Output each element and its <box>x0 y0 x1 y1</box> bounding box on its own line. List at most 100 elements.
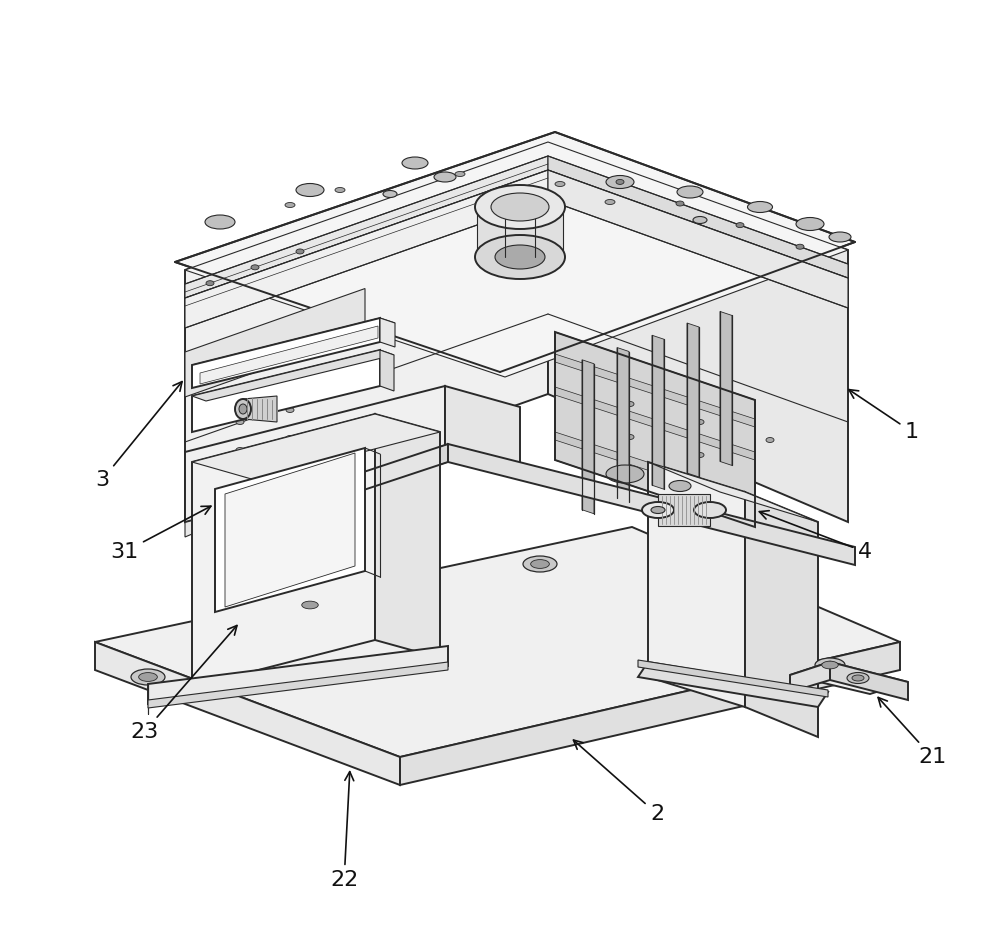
Ellipse shape <box>286 435 294 441</box>
Polygon shape <box>555 432 755 505</box>
Ellipse shape <box>642 502 674 518</box>
Ellipse shape <box>693 217 707 223</box>
Polygon shape <box>185 156 548 298</box>
Polygon shape <box>375 414 440 658</box>
Polygon shape <box>185 444 448 537</box>
Polygon shape <box>477 207 563 257</box>
Ellipse shape <box>694 502 726 518</box>
Polygon shape <box>380 318 395 347</box>
Ellipse shape <box>651 507 665 513</box>
Ellipse shape <box>796 244 804 250</box>
Ellipse shape <box>822 661 838 669</box>
Ellipse shape <box>677 186 703 198</box>
Polygon shape <box>582 360 594 513</box>
Polygon shape <box>192 414 375 687</box>
Polygon shape <box>200 326 378 384</box>
Polygon shape <box>652 335 664 489</box>
Ellipse shape <box>605 200 615 204</box>
Text: 21: 21 <box>878 697 946 767</box>
Polygon shape <box>638 660 828 697</box>
Ellipse shape <box>748 202 772 213</box>
Ellipse shape <box>555 182 565 187</box>
Polygon shape <box>192 350 380 432</box>
Polygon shape <box>555 354 755 427</box>
Ellipse shape <box>434 172 456 182</box>
Polygon shape <box>95 642 400 785</box>
Ellipse shape <box>796 218 824 231</box>
Polygon shape <box>192 350 394 401</box>
Polygon shape <box>148 646 448 704</box>
Ellipse shape <box>491 193 549 221</box>
Ellipse shape <box>736 222 744 228</box>
Ellipse shape <box>523 556 557 572</box>
Ellipse shape <box>531 560 549 568</box>
Polygon shape <box>252 444 448 527</box>
Ellipse shape <box>455 171 465 176</box>
Polygon shape <box>225 453 355 607</box>
Polygon shape <box>648 462 818 522</box>
Text: 3: 3 <box>95 382 182 490</box>
Polygon shape <box>790 662 908 694</box>
Ellipse shape <box>626 401 634 407</box>
Polygon shape <box>555 387 755 460</box>
Ellipse shape <box>206 281 214 285</box>
Ellipse shape <box>335 187 345 192</box>
Polygon shape <box>185 170 548 328</box>
Ellipse shape <box>286 378 294 382</box>
Ellipse shape <box>286 408 294 413</box>
Polygon shape <box>185 288 365 397</box>
Ellipse shape <box>139 673 157 681</box>
Polygon shape <box>192 318 380 388</box>
Ellipse shape <box>616 179 624 185</box>
Ellipse shape <box>235 399 251 419</box>
Polygon shape <box>448 444 855 565</box>
Ellipse shape <box>676 201 684 206</box>
Ellipse shape <box>815 658 845 672</box>
Ellipse shape <box>847 673 869 684</box>
Ellipse shape <box>302 601 318 609</box>
Polygon shape <box>185 142 848 377</box>
Ellipse shape <box>205 215 235 229</box>
Polygon shape <box>548 170 848 308</box>
Polygon shape <box>192 318 395 370</box>
Ellipse shape <box>346 375 354 380</box>
Text: 22: 22 <box>330 771 358 890</box>
Polygon shape <box>243 396 277 422</box>
Ellipse shape <box>131 669 165 685</box>
Ellipse shape <box>606 175 634 188</box>
Polygon shape <box>830 662 908 700</box>
Polygon shape <box>175 132 855 372</box>
Text: 31: 31 <box>110 506 211 562</box>
Ellipse shape <box>236 389 244 395</box>
Polygon shape <box>400 642 900 785</box>
Polygon shape <box>148 662 448 708</box>
Polygon shape <box>185 142 548 522</box>
Polygon shape <box>790 662 830 692</box>
Polygon shape <box>745 492 818 737</box>
Ellipse shape <box>852 675 864 681</box>
Ellipse shape <box>236 419 244 425</box>
Ellipse shape <box>829 232 851 242</box>
Polygon shape <box>380 350 394 391</box>
Ellipse shape <box>295 598 325 612</box>
Polygon shape <box>215 448 365 612</box>
Polygon shape <box>617 348 629 501</box>
Polygon shape <box>548 156 848 278</box>
Polygon shape <box>638 662 828 707</box>
Ellipse shape <box>696 419 704 425</box>
Ellipse shape <box>696 452 704 458</box>
Polygon shape <box>445 386 520 477</box>
Ellipse shape <box>766 437 774 443</box>
Polygon shape <box>555 332 755 527</box>
Ellipse shape <box>606 465 644 483</box>
Ellipse shape <box>475 185 565 229</box>
Polygon shape <box>687 323 699 477</box>
Text: 1: 1 <box>849 390 919 442</box>
Ellipse shape <box>669 480 691 492</box>
Ellipse shape <box>402 157 428 169</box>
Polygon shape <box>185 386 445 522</box>
Polygon shape <box>658 494 710 526</box>
Text: 23: 23 <box>130 625 237 742</box>
Ellipse shape <box>251 265 259 269</box>
Ellipse shape <box>495 245 545 269</box>
